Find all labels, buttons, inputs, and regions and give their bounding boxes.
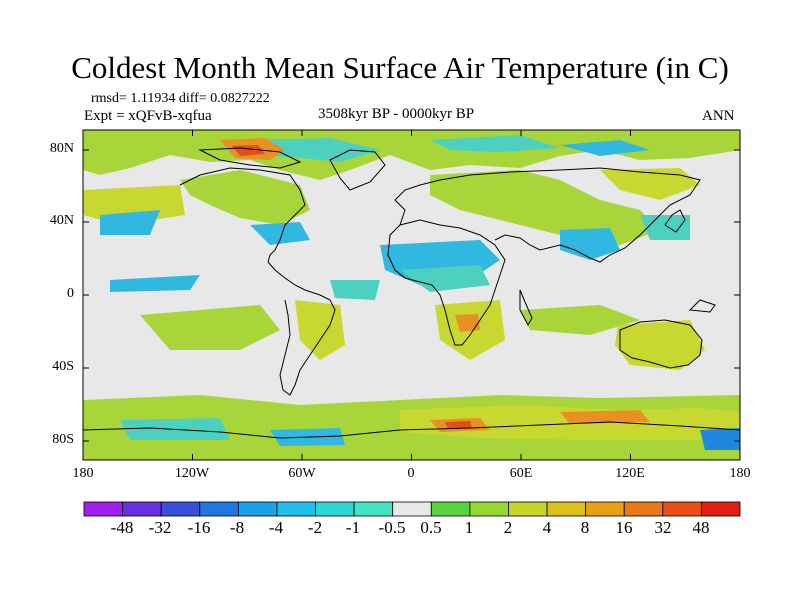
- y-tick-label: 0: [67, 286, 74, 301]
- colorbar-swatch: [430, 501, 471, 517]
- antarctic-orange-band-2: [560, 410, 650, 424]
- colorbar-label: 0.5: [420, 518, 442, 537]
- africa-orange-patch: [455, 314, 480, 332]
- x-tick-label: 60W: [288, 466, 316, 481]
- x-tick-label: 0: [407, 466, 415, 481]
- gulf-blue-patch: [250, 222, 310, 245]
- colorbar-label: -8: [229, 518, 245, 537]
- colorbar-swatch: [392, 501, 432, 517]
- colorbar-label: 48: [692, 518, 710, 537]
- equatorial-blue-patch: [110, 275, 200, 292]
- indian-ocean-anomaly: [520, 305, 640, 335]
- arctic-blue-patch: [560, 140, 650, 156]
- colorbar-swatch: [662, 501, 702, 517]
- colorbar-swatch: [83, 501, 123, 517]
- africa-teal-patch: [400, 265, 490, 292]
- antarctic-red-patch: [445, 421, 472, 429]
- colorbar-label: -1: [345, 518, 361, 537]
- atlantic-teal-patch: [330, 280, 380, 300]
- pacific-blue-patch: [100, 210, 160, 235]
- stats-label: rmsd= 1.11934 diff= 0.0827222: [91, 91, 270, 106]
- colorbar-swatch: [353, 501, 394, 517]
- colorbar-swatch: [508, 501, 548, 517]
- colorbar-swatch: [546, 501, 587, 517]
- colorbar-label: -32: [148, 518, 172, 537]
- china-blue-patch: [560, 228, 620, 260]
- eurasia-anomaly: [430, 170, 660, 245]
- arctic-teal-patch: [250, 138, 380, 162]
- colorbar-label: 32: [654, 518, 672, 537]
- colorbar-swatch: [469, 501, 509, 517]
- colorbar-swatch: [160, 501, 201, 517]
- south-pacific-anomaly: [140, 305, 280, 350]
- x-tick-label: 180: [72, 466, 94, 481]
- colorbar: [83, 501, 741, 517]
- colorbar-swatch: [623, 501, 664, 517]
- colorbar-label: -4: [268, 518, 284, 537]
- colorbar-label: -16: [187, 518, 211, 537]
- siberia-yellow-patch: [600, 168, 700, 200]
- colorbar-label: 2: [503, 518, 513, 537]
- south-america-anomaly: [295, 300, 345, 360]
- arctic-teal-patch-2: [430, 135, 560, 152]
- y-tick-label: 40S: [52, 359, 74, 374]
- japan-teal-patch: [640, 215, 690, 240]
- axis-ticks: [82, 130, 741, 460]
- colorbar-swatch: [585, 501, 625, 517]
- colorbar-swatch: [315, 501, 355, 517]
- colorbar-label: -0.5: [378, 518, 406, 537]
- colorbar-swatch: [199, 501, 239, 517]
- colorbar-swatch: [237, 501, 278, 517]
- coastlines: [83, 147, 740, 439]
- colorbar-swatch: [276, 501, 316, 517]
- season-label: ANN: [702, 108, 735, 124]
- y-tick-label: 80S: [52, 432, 74, 447]
- chart-title: Coldest Month Mean Surface Air Temperatu…: [71, 50, 729, 85]
- antarctic-blue-patch: [700, 428, 740, 450]
- colorbar-label: -2: [307, 518, 323, 537]
- colorbar-label: 4: [542, 518, 552, 537]
- y-tick-label: 80N: [49, 141, 74, 156]
- colorbar-swatch: [122, 501, 162, 517]
- x-tick-label: 180: [729, 466, 751, 481]
- x-tick-label: 120E: [615, 466, 645, 481]
- anomaly-field: [83, 130, 740, 460]
- experiment-label: Expt = xQFvB-xqfua: [84, 108, 212, 124]
- colorbar-label: 1: [464, 518, 474, 537]
- australia-anomaly: [615, 320, 705, 370]
- colorbar-label: 8: [580, 518, 590, 537]
- x-tick-label: 60E: [509, 466, 533, 481]
- y-tick-label: 40N: [49, 213, 74, 228]
- colorbar-swatch: [701, 501, 741, 517]
- colorbar-label: -48: [110, 518, 134, 537]
- north-america-anomaly: [180, 170, 310, 225]
- x-tick-label: 120W: [174, 466, 210, 481]
- period-label: 3508kyr BP - 0000kyr BP: [318, 106, 475, 122]
- colorbar-label: 16: [615, 518, 633, 537]
